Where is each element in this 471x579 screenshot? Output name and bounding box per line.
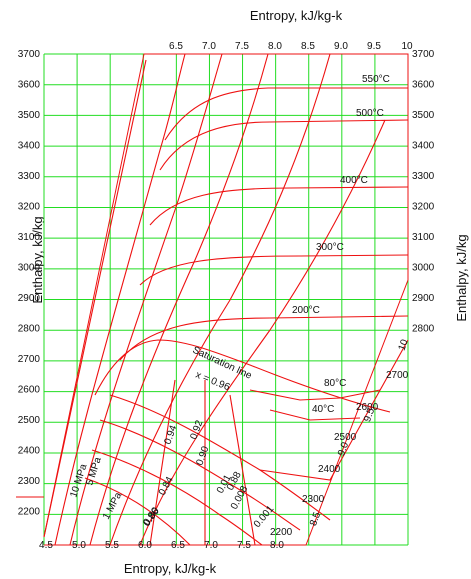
- right-lower-tick: 2600: [356, 402, 379, 413]
- isotherm-label-40: 40°C: [312, 404, 334, 415]
- right-tick: 3000: [412, 263, 435, 274]
- top-tick: 10: [401, 41, 413, 52]
- right-lower-tick: 2400: [318, 464, 341, 475]
- right-diagonal-tick: 9.0: [336, 440, 351, 457]
- isobar-2: [54, 53, 186, 546]
- bottom-tick: 6.5: [171, 540, 185, 551]
- green-grid: [43, 53, 409, 546]
- top-entropy-ticks: 6.5 7.0 7.5 8.0 8.5 9.0 9.5 10: [169, 41, 413, 52]
- quality-line-2: [99, 419, 301, 531]
- bottom-entropy-ticks: 4.5 5.0 5.5 6.0 6.5 7.0 7.5 8.0: [39, 540, 284, 551]
- top-tick: 7.5: [235, 41, 249, 52]
- left-enthalpy-ticks: 3700 3600 3500 3400 3300 3200 3100 3000 2900 2800…: [18, 49, 41, 518]
- fan-line-1: [149, 379, 176, 546]
- quality-line-1: [109, 394, 331, 521]
- right-axis-title: Enthalpy, kJ/kg: [454, 234, 469, 321]
- right-enthalpy-ticks: 3700 3600 3500 3400 3300 3200 3100 3000 2900 2800: [412, 49, 435, 335]
- left-axis-title: Enthalpy, kJ/kg: [30, 216, 45, 303]
- fan-line-3: [229, 394, 256, 546]
- right-lower-tick: 2200: [270, 527, 293, 538]
- quality-label-096: x = 0.96: [194, 370, 232, 394]
- right-tick: 2800: [412, 324, 435, 335]
- right-tick: 2900: [412, 293, 435, 304]
- isotherm-40: [269, 409, 361, 421]
- right-tick: 3500: [412, 110, 435, 121]
- bottom-axis-title: Entropy, kJ/kg-k: [124, 561, 217, 576]
- isobar-6: [139, 119, 386, 546]
- bottom-tick: 4.5: [39, 540, 53, 551]
- isobar-1: [43, 59, 147, 538]
- right-diagonal-tick: 8.5: [308, 510, 323, 527]
- left-tick: 2800: [18, 324, 41, 335]
- right-lower-tick: 2700: [386, 370, 409, 381]
- right-tick: 3400: [412, 141, 435, 152]
- top-axis-title: Entropy, kJ/kg-k: [250, 8, 343, 23]
- bottom-tick: 7.5: [237, 540, 251, 551]
- bottom-tick: 8.0: [270, 540, 284, 551]
- lower-right-edge: [259, 339, 409, 481]
- right-tick: 3300: [412, 171, 435, 182]
- right-tick: 3600: [412, 80, 435, 91]
- right-diagonal-tick: 9.5: [362, 406, 377, 423]
- isotherm-labels: 550°C 500°C 400°C 300°C 200°C 80°C 40°C: [292, 74, 390, 415]
- left-tick: 3100: [18, 232, 41, 243]
- left-tick: 2600: [18, 385, 41, 396]
- saturation-line: [94, 339, 391, 413]
- isotherm-label-400: 400°C: [340, 175, 368, 186]
- top-tick: 9.5: [367, 41, 381, 52]
- isotherm-550: [164, 87, 408, 141]
- quality-label-0001: 0.001: [252, 503, 277, 530]
- isotherm-500: [159, 119, 409, 171]
- right-tick: 3200: [412, 202, 435, 213]
- quality-label-094: 0.94: [162, 424, 179, 446]
- right-tick: 3100: [412, 232, 435, 243]
- isobar-5: [109, 53, 331, 546]
- quality-line-3: [91, 449, 263, 546]
- isotherm-label-500: 500°C: [356, 108, 384, 119]
- left-tick: 2300: [18, 476, 41, 487]
- left-tick: 2200: [18, 507, 41, 518]
- right-lower-enthalpy-ticks: 2700 2600 2500 2400 2300 2200: [270, 370, 409, 538]
- isotherm-300: [139, 254, 409, 286]
- left-tick: 3500: [18, 110, 41, 121]
- right-tick: 3700: [412, 49, 435, 60]
- bottom-tick: 5.0: [72, 540, 86, 551]
- right-lower-tick: 2300: [302, 494, 325, 505]
- isotherm-80: [249, 389, 381, 401]
- bottom-tick: 6.0: [138, 540, 152, 551]
- chart-frame: [16, 53, 409, 546]
- top-tick: 8.0: [268, 41, 282, 52]
- left-tick: 3600: [18, 80, 41, 91]
- bottom-tick: 7.0: [204, 540, 218, 551]
- isobar-3: [69, 53, 223, 546]
- left-tick: 2900: [18, 293, 41, 304]
- bottom-tick: 5.5: [105, 540, 119, 551]
- left-tick: 3400: [18, 141, 41, 152]
- isotherm-400: [149, 186, 409, 226]
- left-tick: 2700: [18, 354, 41, 365]
- left-tick: 3200: [18, 202, 41, 213]
- left-tick: 3000: [18, 263, 41, 274]
- property-curves: [43, 53, 409, 546]
- quality-line-4: [84, 477, 191, 546]
- top-tick: 7.0: [202, 41, 216, 52]
- right-lower-tick: 2500: [334, 432, 357, 443]
- top-tick: 9.0: [334, 41, 348, 52]
- left-tick: 3300: [18, 171, 41, 182]
- isobar-4: [89, 53, 269, 546]
- isotherm-label-80: 80°C: [324, 378, 346, 389]
- isotherm-label-200: 200°C: [292, 305, 320, 316]
- right-diagonal-tick: 10: [397, 338, 411, 353]
- left-tick: 3700: [18, 49, 41, 60]
- top-tick: 6.5: [169, 41, 183, 52]
- top-tick: 8.5: [301, 41, 315, 52]
- left-tick: 2500: [18, 415, 41, 426]
- isotherm-label-300: 300°C: [316, 242, 344, 253]
- isotherm-label-550: 550°C: [362, 74, 390, 85]
- left-tick: 2400: [18, 446, 41, 457]
- right-diagonal-entropy-ticks: 10 9.5 9.0 8.5: [308, 338, 411, 528]
